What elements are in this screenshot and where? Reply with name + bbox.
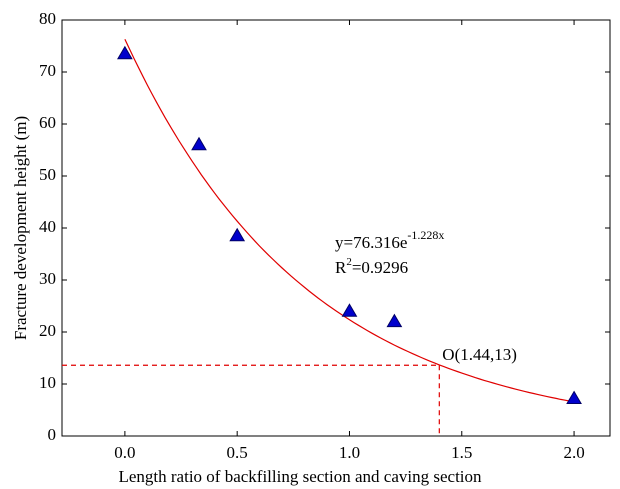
y-tick-label: 80 <box>39 9 56 28</box>
r-exponent: 2 <box>346 256 352 268</box>
r-squared: R2=0.9296 <box>335 256 408 277</box>
y-tick-label: 40 <box>39 217 56 236</box>
x-tick-label: 2.0 <box>563 443 584 462</box>
point <box>341 303 358 317</box>
r-value: =0.9296 <box>352 258 408 277</box>
plot-frame <box>61 19 611 437</box>
point <box>229 227 246 242</box>
equation-main: y=76.316e <box>335 233 407 252</box>
x-tick-label: 0.0 <box>114 443 135 462</box>
point <box>566 390 582 405</box>
y-tick-label: 60 <box>39 113 56 132</box>
x-tick-label: 0.5 <box>227 443 248 462</box>
y-axis-label: Fracture development height (m) <box>11 116 30 340</box>
r-base: R <box>335 258 347 277</box>
equation: y=76.316e-1.228x <box>335 228 444 252</box>
y-tick-label: 50 <box>39 165 56 184</box>
point <box>191 136 207 151</box>
y-tick-label: 20 <box>39 321 56 340</box>
point <box>386 313 403 328</box>
equation-exponent: -1.228x <box>407 228 444 242</box>
x-tick-label: 1.0 <box>339 443 360 462</box>
x-tick-label: 1.5 <box>451 443 472 462</box>
y-tick-label: 10 <box>39 373 56 392</box>
fit-curve <box>124 38 575 403</box>
y-tick-label: 70 <box>39 61 56 80</box>
y-tick-label: 30 <box>39 269 56 288</box>
x-axis-label: Length ratio of backfilling section and … <box>118 467 482 486</box>
y-tick-label: 0 <box>48 425 57 444</box>
reference-label: O(1.44,13) <box>442 345 517 364</box>
point <box>117 45 133 60</box>
